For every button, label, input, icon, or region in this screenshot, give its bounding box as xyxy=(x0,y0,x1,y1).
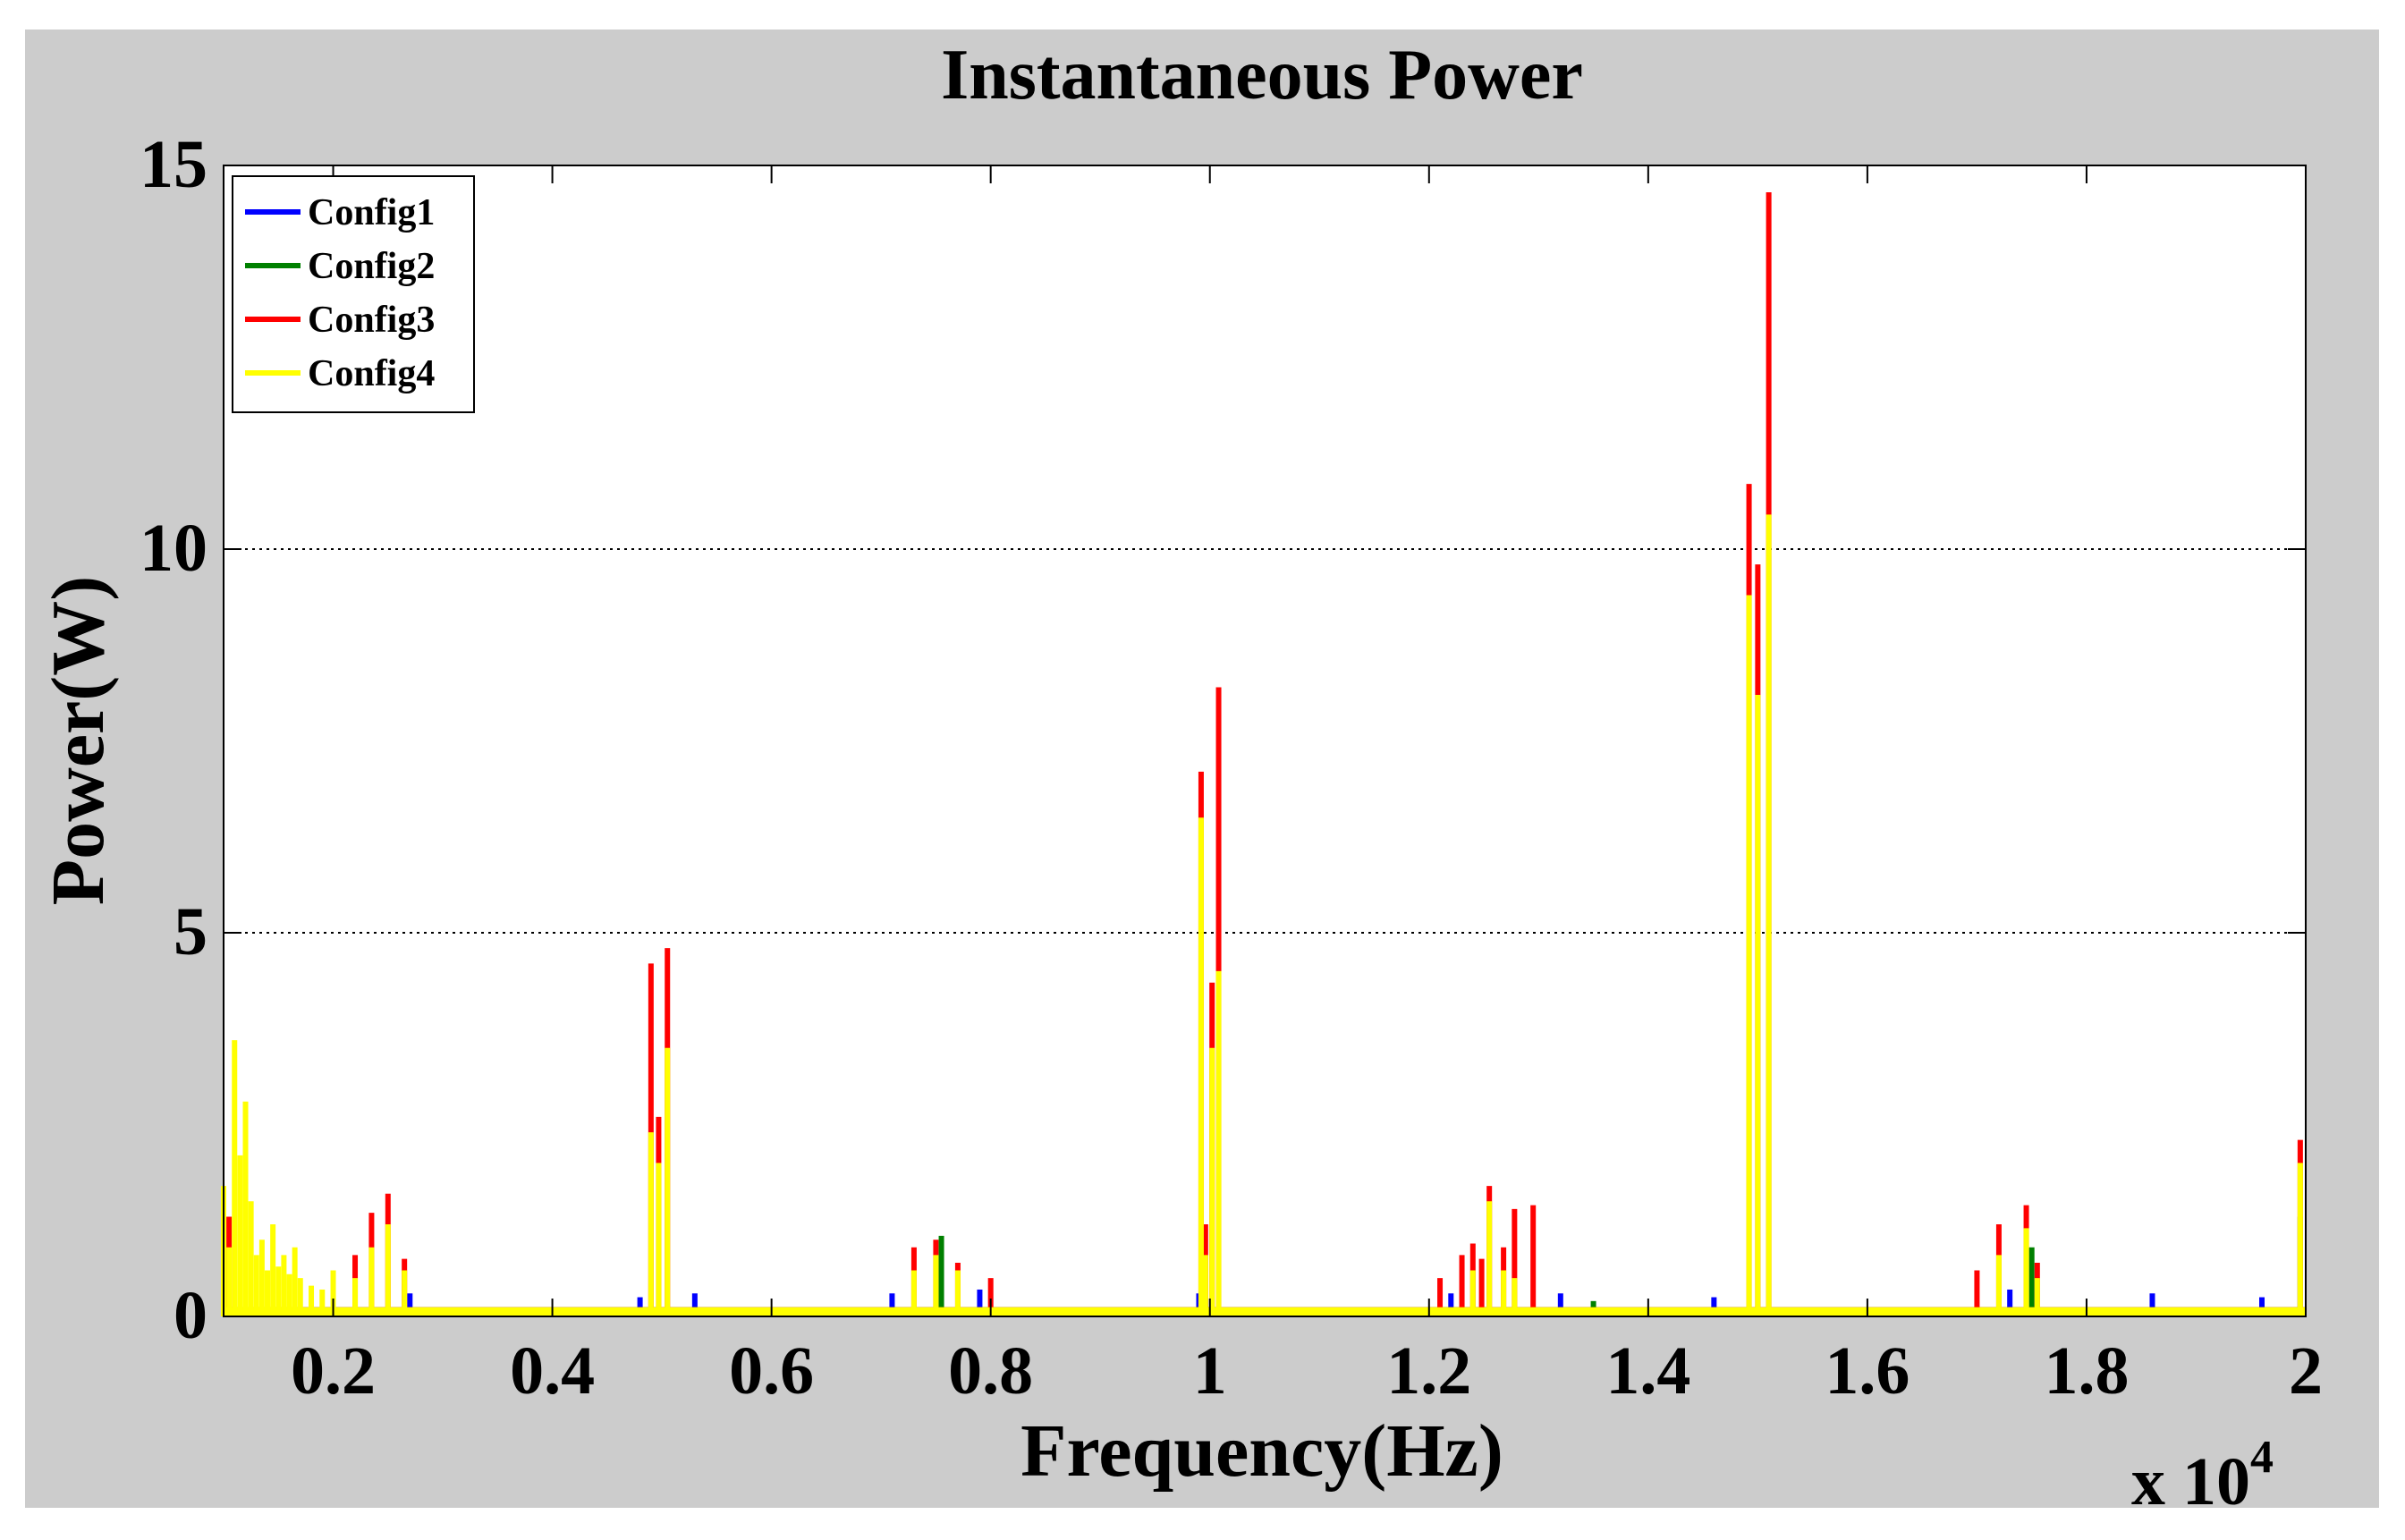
y-tick-label-3: 15 xyxy=(140,127,207,202)
x-tick-label-1: 0.4 xyxy=(510,1333,595,1409)
y-axis-label: Power(W) xyxy=(37,576,120,905)
x-tick-label-0: 0.2 xyxy=(291,1333,376,1409)
series-layer xyxy=(221,192,2306,1316)
series-baseline-config4 xyxy=(224,1307,2306,1316)
x-multiplier-base: x 10 xyxy=(2131,1444,2250,1519)
x-tick-label-2: 0.6 xyxy=(729,1333,814,1409)
x-tick-label-9: 2 xyxy=(2289,1333,2323,1409)
y-tick-label-2: 10 xyxy=(140,511,207,586)
y-tick-label-1: 5 xyxy=(174,894,207,969)
x-tick-label-6: 1.4 xyxy=(1605,1333,1690,1409)
x-axis-ticks: 0.2 0.4 0.6 0.8 1 1.2 1.4 1.6 1.8 2 xyxy=(291,165,2323,1409)
legend: Config1 Config2 Config3 Config4 xyxy=(232,175,475,413)
x-tick-label-5: 1.2 xyxy=(1386,1333,1471,1409)
legend-label-config3: Config3 xyxy=(308,300,435,341)
x-tick-label-3: 0.8 xyxy=(948,1333,1033,1409)
x-axis-label: Frequency(Hz) xyxy=(1020,1409,1503,1493)
x-multiplier-exponent: 4 xyxy=(2250,1432,2274,1483)
series-config4 xyxy=(221,514,2306,1316)
legend-label-config4: Config4 xyxy=(308,353,435,394)
legend-label-config1: Config1 xyxy=(308,192,435,233)
plot-frame xyxy=(223,165,2307,1317)
legend-label-config2: Config2 xyxy=(308,246,435,287)
x-tick-label-4: 1 xyxy=(1193,1333,1227,1409)
chart-title: Instantaneous Power xyxy=(941,36,1583,114)
y-tick-label-0: 0 xyxy=(174,1278,207,1353)
x-tick-label-8: 1.8 xyxy=(2044,1333,2129,1409)
x-multiplier-label: x 104 xyxy=(2131,1432,2274,1519)
plot-area xyxy=(224,165,2306,1316)
y-axis-ticks: 0 5 10 15 xyxy=(140,127,2306,1353)
x-tick-label-7: 1.6 xyxy=(1825,1333,1910,1409)
